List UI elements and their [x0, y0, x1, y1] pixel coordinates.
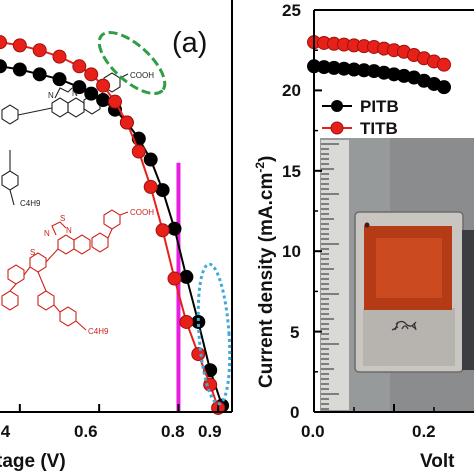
y-label-superscript: -2 — [253, 162, 267, 173]
pitb-cooh-label: COOH — [130, 71, 154, 80]
left-point-pitb — [72, 80, 87, 95]
green-dashed-ellipse — [97, 30, 167, 96]
substrate-shadow — [363, 308, 455, 366]
ruler-body — [321, 140, 349, 410]
right-y-tick-15: 15 — [282, 162, 301, 181]
left-point-titb — [131, 144, 146, 159]
left-point-pitb — [0, 59, 7, 74]
right-y-axis-label: Current density (mA.cm-2) — [253, 156, 277, 388]
left-series-line-pitb — [0, 65, 224, 406]
titb-c4h9-label: C4H9 — [88, 327, 109, 336]
left-point-titb — [52, 49, 67, 64]
titb-s-label-1: S — [60, 214, 65, 223]
left-point-pitb — [52, 72, 67, 87]
legend-titb-label: TITB — [360, 119, 398, 138]
right-point-pitb — [437, 80, 451, 95]
left-point-titb — [167, 271, 182, 286]
panel-label-a: (a) — [172, 27, 207, 59]
left-point-pitb — [167, 221, 182, 236]
legend-pitb-marker — [331, 100, 343, 112]
right-plot-area — [307, 35, 451, 95]
pitb-c4h9-label: C4H9 — [20, 199, 41, 208]
titb-molecule-structure — [1, 209, 129, 331]
right-y-tick-25: 25 — [282, 1, 301, 20]
left-point-titb — [191, 347, 206, 362]
photo-handwriting — [394, 321, 417, 331]
left-x-tick-2: 0.8 — [161, 422, 185, 441]
left-chart-panel: COOH S N N C4H9 COOH S N N S C4H9 (a) .4… — [0, 0, 233, 472]
left-point-titb — [32, 43, 47, 58]
right-x-tick-0: 0.0 — [301, 422, 325, 441]
left-point-titb — [96, 78, 111, 93]
y-label-main: Current density (mA.cm — [256, 173, 277, 388]
left-point-titb — [155, 223, 170, 238]
left-point-titb — [179, 314, 194, 329]
left-point-titb — [108, 94, 123, 109]
left-point-pitb — [96, 93, 111, 108]
right-x-tick-1: 0.2 — [412, 422, 436, 441]
left-point-pitb — [179, 269, 194, 284]
left-point-titb — [143, 179, 158, 194]
right-chart-panel: 0 5 10 15 20 25 0.0 0.2 Volt Current den… — [253, 1, 474, 472]
right-y-tick-10: 10 — [282, 242, 301, 261]
left-point-titb — [0, 35, 7, 50]
left-x-tick-3: 0.9 — [198, 422, 222, 441]
titb-s-label-2: S — [30, 248, 35, 257]
y-label-close: ) — [256, 156, 277, 162]
left-point-titb — [12, 38, 27, 53]
right-y-tick-5: 5 — [290, 323, 299, 342]
left-x-axis-label: tage (V) — [0, 451, 66, 472]
device-photo-inset — [320, 138, 474, 412]
left-x-tick-1: 0.6 — [74, 422, 98, 441]
left-point-pitb — [155, 183, 170, 198]
left-point-pitb — [12, 62, 27, 77]
left-point-titb — [84, 67, 99, 82]
ruler-scale — [321, 140, 349, 410]
left-x-tick-0: .4 — [0, 422, 11, 441]
right-legend: PITB TITB — [322, 97, 399, 138]
pitb-n-label-2: N — [72, 89, 78, 98]
right-x-axis-label: Volt — [420, 451, 455, 472]
left-point-pitb — [84, 86, 99, 101]
photo-dot — [364, 222, 370, 228]
right-y-tick-20: 20 — [282, 81, 301, 100]
legend-titb-marker — [330, 121, 344, 135]
right-y-tick-0: 0 — [290, 403, 299, 422]
left-point-pitb — [32, 67, 47, 82]
titb-cooh-label: COOH — [130, 208, 154, 217]
blue-dotted-ellipse — [196, 262, 232, 406]
legend-pitb-label: PITB — [360, 97, 399, 116]
pitb-n-label-1: N — [48, 91, 54, 100]
titb-n-label-2: N — [66, 226, 72, 235]
titb-n-label-1: N — [44, 229, 50, 238]
left-point-pitb — [143, 152, 158, 167]
left-point-titb — [119, 115, 134, 130]
right-point-titb — [437, 57, 451, 72]
right-axis-ticks — [313, 9, 435, 413]
second-substrate — [462, 230, 474, 370]
left-plot-area — [0, 35, 230, 415]
left-point-titb — [72, 59, 87, 74]
active-layer-center — [376, 238, 442, 298]
